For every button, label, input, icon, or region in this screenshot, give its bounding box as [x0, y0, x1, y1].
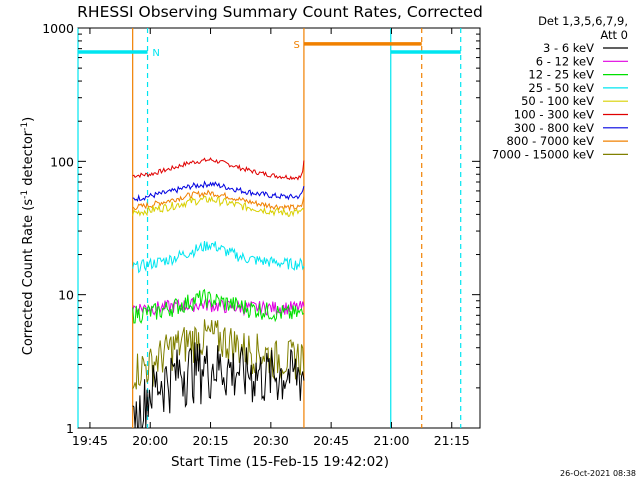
x-tick-label: 20:30 — [253, 433, 289, 448]
series-line — [132, 240, 305, 274]
series-line — [132, 319, 305, 390]
footer-timestamp: 26-Oct-2021 08:38 — [560, 469, 636, 478]
x-axis: 19:45 20:00 20:15 20:30 20:45 21:00 21:15 — [72, 28, 470, 448]
plot-area: NS — [77, 27, 481, 429]
x-tick-label: 20:45 — [313, 433, 349, 448]
y-tick-label: 100 — [50, 154, 74, 169]
y-tick-label: 1 — [66, 421, 74, 436]
legend-label: 3 - 6 keV — [543, 41, 594, 55]
series-line — [132, 195, 305, 218]
x-tick-label: 21:15 — [434, 433, 470, 448]
x-tick-label: 21:00 — [373, 433, 409, 448]
series-line — [132, 189, 305, 212]
x-tick-label: 19:45 — [72, 433, 108, 448]
series-line — [132, 342, 305, 429]
legend-label: 7000 - 15000 keV — [492, 147, 594, 161]
legend-detectors: Det 1,3,5,6,7,9, — [538, 14, 628, 28]
y-tick-label: 10 — [58, 288, 74, 303]
y-axis-label: Corrected Count Rate (s-1 detector-1) — [20, 117, 36, 355]
legend-label: 12 - 25 keV — [528, 68, 594, 82]
region-annotation: N — [152, 48, 159, 59]
legend-label: 100 - 300 keV — [514, 108, 594, 122]
series-line — [132, 180, 305, 202]
chart-title: RHESSI Observing Summary Count Rates, Co… — [77, 3, 483, 21]
x-axis-label: Start Time (15-Feb-15 19:42:02) — [171, 454, 389, 470]
legend-attenuator: Att 0 — [600, 28, 628, 42]
y-tick-label: 1000 — [42, 21, 74, 36]
legend-label: 300 - 800 keV — [514, 121, 594, 135]
legend-label: 800 - 7000 keV — [506, 134, 594, 148]
legend-label: 50 - 100 keV — [521, 94, 594, 108]
legend-label: 6 - 12 keV — [536, 54, 594, 68]
y-axis: 1 10 100 1000 — [42, 21, 480, 436]
x-tick-label: 20:00 — [132, 433, 168, 448]
series-line — [132, 288, 305, 324]
x-tick-label: 20:15 — [193, 433, 229, 448]
region-annotation: S — [293, 40, 299, 51]
series-line — [132, 297, 305, 317]
series-line — [132, 157, 305, 181]
legend-label: 25 - 50 keV — [528, 81, 594, 95]
